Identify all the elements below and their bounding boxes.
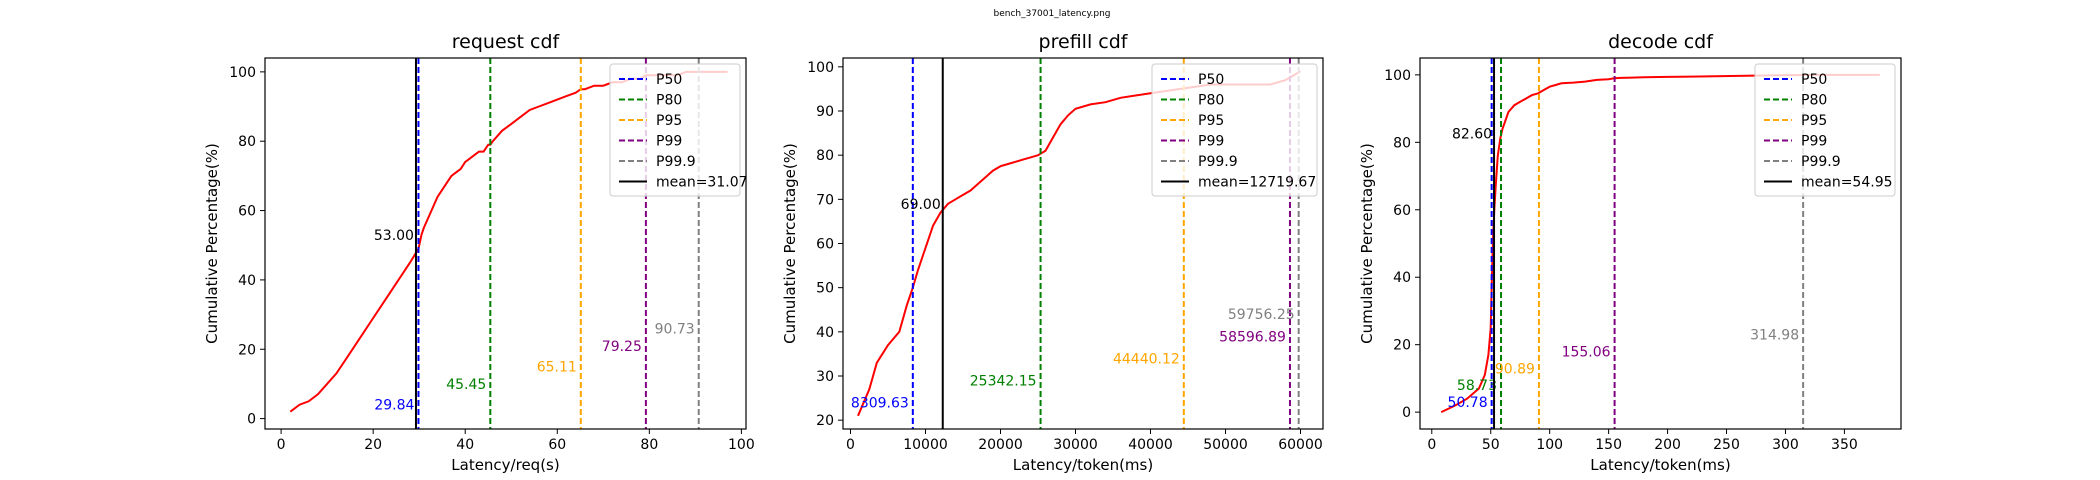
legend-box xyxy=(1754,63,1896,197)
y-axis-label: Cumulative Percentage(%) xyxy=(1358,143,1376,344)
panel-request-cdf: request cdf Latency/req(s) Cumulative Perc… xyxy=(203,31,755,474)
percentile-annotation: 90.89 xyxy=(1495,361,1535,377)
percentile-annotation: 58.73 xyxy=(1457,378,1497,394)
legend-entry: P99.9 xyxy=(1801,154,1841,170)
y-tick-label: 0 xyxy=(1402,405,1411,421)
x-tick-label: 300 xyxy=(1772,437,1799,453)
panel-decode-cdf: decode cdf Latency/token(ms) Cumulative Pe… xyxy=(1358,31,1902,474)
legend-entry: mean=54.95 xyxy=(1801,175,1893,191)
y-tick-label: 100 xyxy=(807,60,834,76)
percentile-annotation: 155.06 xyxy=(1562,344,1611,360)
x-tick-label: 250 xyxy=(1713,437,1740,453)
x-axis-label: Latency/token(ms) xyxy=(1013,456,1153,474)
legend-entry: P95 xyxy=(1198,113,1224,129)
legend-entry: P80 xyxy=(656,93,682,109)
x-tick-label: 200 xyxy=(1654,437,1681,453)
y-tick-label: 30 xyxy=(816,369,834,385)
x-axis-label: Latency/req(s) xyxy=(451,456,559,474)
plot-frame xyxy=(842,57,1324,430)
y-axis-label: Cumulative Percentage(%) xyxy=(203,143,221,344)
y-tick-label: 80 xyxy=(1393,135,1411,151)
percentile-annotation: 314.98 xyxy=(1750,328,1799,344)
y-tick-label: 80 xyxy=(816,148,834,164)
percentile-annotation: 65.11 xyxy=(537,360,577,376)
x-tick-label: 20 xyxy=(364,437,382,453)
y-tick-label: 60 xyxy=(238,204,256,220)
y-tick-label: 20 xyxy=(816,413,834,429)
x-axis-label: Latency/token(ms) xyxy=(1590,456,1730,474)
y-axis-label: Cumulative Percentage(%) xyxy=(781,143,799,344)
y-tick-label: 40 xyxy=(1393,270,1411,286)
percentile-annotation: 79.25 xyxy=(602,339,642,355)
legend-entry: P50 xyxy=(1801,72,1827,88)
percentile-annotation: 25342.15 xyxy=(970,373,1037,389)
legend-entry: mean=12719.67 xyxy=(1198,175,1316,191)
y-tick-label: 100 xyxy=(1384,68,1411,84)
legend-entry: P95 xyxy=(656,113,682,129)
legend-entry: P80 xyxy=(1801,93,1827,109)
x-tick-label: 40 xyxy=(456,437,474,453)
y-tick-label: 50 xyxy=(816,281,834,297)
x-tick-label: 50 xyxy=(1482,437,1500,453)
chart-title: decode cdf xyxy=(1608,31,1714,53)
x-tick-label: 60 xyxy=(548,437,566,453)
percentile-annotation: 45.45 xyxy=(446,377,486,393)
legend-entry: P95 xyxy=(1801,113,1827,129)
x-tick-label: 150 xyxy=(1595,437,1622,453)
legend-entry: P50 xyxy=(1198,72,1224,88)
y-tick-label: 80 xyxy=(238,134,256,150)
legend-entry: P99 xyxy=(656,134,682,150)
legend-entry: P50 xyxy=(656,72,682,88)
legend-entry: P80 xyxy=(1198,93,1224,109)
legend-box xyxy=(609,63,741,197)
y-tick-label: 20 xyxy=(1393,338,1411,354)
percentile-annotation: 90.73 xyxy=(655,321,695,337)
x-tick-label: 20000 xyxy=(978,437,1023,453)
percentile-annotation: 8309.63 xyxy=(851,396,909,412)
x-tick-label: 0 xyxy=(846,437,855,453)
y-tick-label: 90 xyxy=(816,104,834,120)
x-tick-label: 50000 xyxy=(1203,437,1248,453)
x-tick-label: 100 xyxy=(728,437,755,453)
y-tick-label: 40 xyxy=(816,325,834,341)
legend-entry: mean=31.07 xyxy=(656,175,748,191)
y-tick-label: 70 xyxy=(816,192,834,208)
x-tick-label: 80 xyxy=(640,437,658,453)
figure-suptitle: bench_37001_latency.png xyxy=(993,9,1110,19)
y-tick-label: 20 xyxy=(238,342,256,358)
y-tick-label: 60 xyxy=(1393,203,1411,219)
mean-point-label: 82.60 xyxy=(1452,127,1492,143)
legend-box xyxy=(1151,63,1318,197)
plot-frame xyxy=(264,57,747,430)
y-tick-label: 100 xyxy=(229,65,256,81)
x-tick-label: 100 xyxy=(1536,437,1563,453)
chart-title: request cdf xyxy=(452,31,561,53)
legend-entry: P99 xyxy=(1801,134,1827,150)
mean-point-label: 53.00 xyxy=(374,228,414,244)
y-tick-label: 0 xyxy=(247,412,256,428)
x-tick-label: 0 xyxy=(277,437,286,453)
percentile-annotation: 50.78 xyxy=(1448,395,1488,411)
percentile-annotation: 59756.25 xyxy=(1228,307,1295,323)
legend-entry: P99 xyxy=(1198,134,1224,150)
panel-prefill-cdf: prefill cdf Latency/token(ms) Cumulative P… xyxy=(781,31,1324,474)
x-tick-label: 30000 xyxy=(1053,437,1098,453)
percentile-annotation: 58596.89 xyxy=(1219,329,1286,345)
x-tick-label: 60000 xyxy=(1278,437,1323,453)
mean-point-label: 69.00 xyxy=(901,197,941,213)
chart-title: prefill cdf xyxy=(1039,31,1129,53)
x-tick-label: 350 xyxy=(1831,437,1858,453)
x-tick-label: 40000 xyxy=(1128,437,1173,453)
y-tick-label: 60 xyxy=(816,237,834,253)
legend-entry: P99.9 xyxy=(1198,154,1238,170)
y-tick-label: 40 xyxy=(238,273,256,289)
percentile-annotation: 44440.12 xyxy=(1113,351,1180,367)
x-tick-label: 10000 xyxy=(903,437,948,453)
x-tick-label: 0 xyxy=(1427,437,1436,453)
plot-frame xyxy=(1419,57,1902,430)
legend-entry: P99.9 xyxy=(656,154,696,170)
percentile-annotation: 29.84 xyxy=(374,398,414,414)
